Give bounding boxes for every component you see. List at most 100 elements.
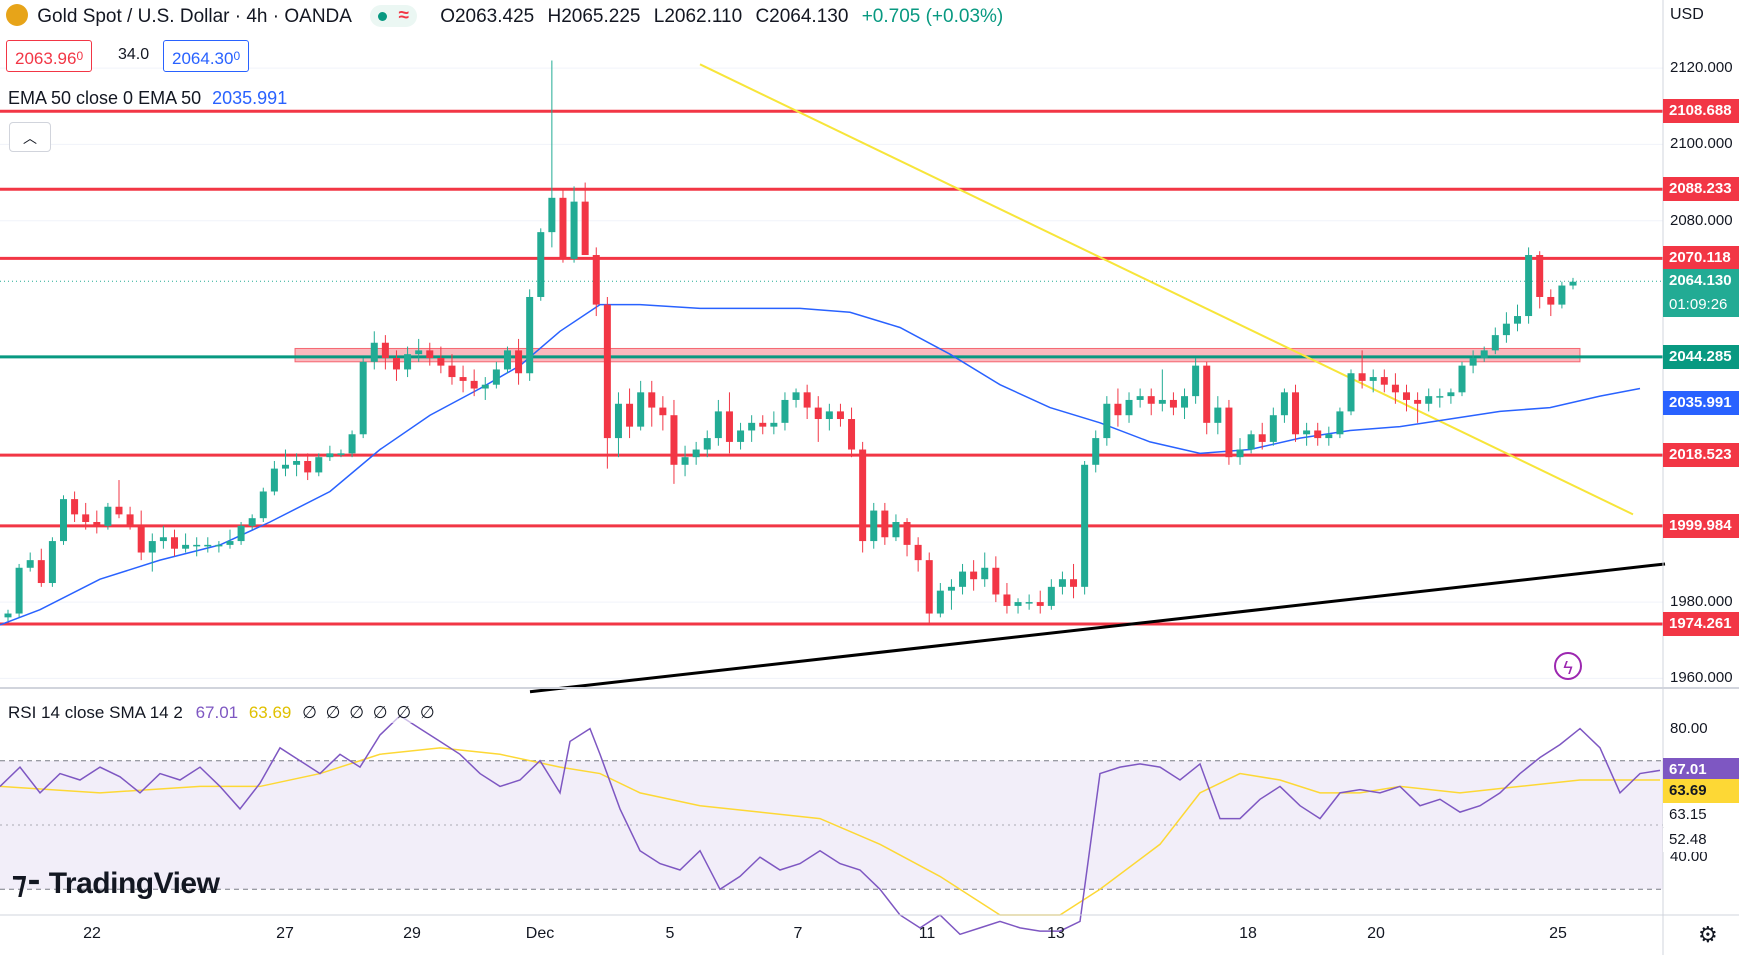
candle-body xyxy=(770,422,778,427)
candle-body xyxy=(1192,365,1200,397)
rsi-empty-1: ∅ xyxy=(302,703,317,722)
candle-body xyxy=(4,613,12,618)
rsi-legend[interactable]: RSI 14 close SMA 14 2 67.01 63.69 ∅ ∅ ∅ … xyxy=(8,703,435,723)
ema-price-tag[interactable]: 2035.991 xyxy=(1663,390,1739,415)
candle-body xyxy=(1225,407,1233,458)
bar-countdown-tag: 01:09:26 xyxy=(1663,293,1739,318)
candle-body xyxy=(1336,411,1344,435)
candle-body xyxy=(581,201,589,256)
ask-superscript: 0 xyxy=(233,49,241,63)
candle-body xyxy=(825,411,833,420)
delay-icon: ≈ xyxy=(398,5,409,26)
candle-body xyxy=(492,369,500,385)
candle-body xyxy=(1303,430,1311,435)
candle-body xyxy=(981,567,989,580)
candle-body xyxy=(892,522,900,538)
candle-body xyxy=(404,354,412,370)
candle-body xyxy=(359,361,367,435)
candle-body xyxy=(1236,449,1244,458)
candle-body xyxy=(1525,255,1533,317)
level-price-tag[interactable]: 2018.523 xyxy=(1663,443,1739,468)
level-price-tag[interactable]: 2088.233 xyxy=(1663,177,1739,202)
candle-body xyxy=(1558,285,1566,305)
candle-body xyxy=(1258,434,1266,442)
candle-body xyxy=(692,449,700,458)
candle-body xyxy=(537,232,545,297)
candle-body xyxy=(1480,350,1488,358)
ema-value: 2035.991 xyxy=(212,88,288,108)
candle-body xyxy=(1358,373,1366,381)
candle-body xyxy=(1447,392,1455,397)
rsi-value-tag: 63.69 xyxy=(1663,778,1739,803)
candle-body xyxy=(1047,586,1055,606)
last-price-tag[interactable]: 2064.130 xyxy=(1663,269,1739,294)
candle-body xyxy=(570,201,578,259)
candle-body xyxy=(1514,316,1522,324)
time-tick-label: 7 xyxy=(793,925,803,942)
ema-legend[interactable]: EMA 50 close 0 EMA 50 2035.991 xyxy=(8,88,288,109)
level-price-tag[interactable]: 1999.984 xyxy=(1663,513,1739,538)
rsi-value: 67.01 xyxy=(195,703,239,722)
candle-body xyxy=(1058,579,1066,587)
candle-body xyxy=(59,499,67,542)
candle-body xyxy=(281,464,289,469)
bid-superscript: 0 xyxy=(76,49,84,63)
candle-body xyxy=(970,571,978,580)
collapse-legend-button[interactable]: ︿ xyxy=(9,122,51,152)
candle-body xyxy=(725,411,733,442)
candle-body xyxy=(248,518,256,526)
candle-body xyxy=(925,560,933,614)
candle-body xyxy=(1169,399,1177,408)
level-price-tag[interactable]: 2070.118 xyxy=(1663,246,1739,271)
candle-body xyxy=(670,415,678,465)
level-price-tag[interactable]: 1974.261 xyxy=(1663,611,1739,636)
ohlc-low: L2062.110 xyxy=(653,6,743,27)
sell-button[interactable]: 2063.960 xyxy=(6,40,93,72)
candle-body xyxy=(947,586,955,591)
rsi-empty-5: ∅ xyxy=(396,703,412,722)
candle-body xyxy=(848,419,856,450)
candle-body xyxy=(714,411,722,439)
price-tick-label: 1960.000 xyxy=(1670,669,1733,687)
candle-body xyxy=(881,510,889,538)
candle-body xyxy=(626,403,634,427)
candle-body xyxy=(26,560,34,568)
candle-body xyxy=(1003,594,1011,606)
candle-body xyxy=(1280,392,1288,416)
time-tick-label: 5 xyxy=(665,925,675,942)
symbol-title[interactable]: Gold Spot / U.S. Dollar · 4h · OANDA xyxy=(37,6,351,27)
settings-gear-icon[interactable]: ⚙ xyxy=(1698,922,1718,947)
candle-body xyxy=(415,350,423,355)
candle-body xyxy=(1081,464,1089,587)
candle-body xyxy=(1070,579,1078,587)
candle-body xyxy=(614,403,622,439)
candle-body xyxy=(1425,396,1433,404)
candle-body xyxy=(592,255,600,305)
market-status-badge[interactable]: ≈ xyxy=(370,5,417,27)
candle-body xyxy=(459,377,467,381)
currency-label[interactable]: USD xyxy=(1670,6,1704,23)
candle-body xyxy=(1491,335,1499,351)
ohlc-high: H2065.225 xyxy=(547,6,641,27)
time-tick-label: Dec xyxy=(525,925,555,942)
candle-body xyxy=(503,350,511,370)
level-price-tag[interactable]: 2108.688 xyxy=(1663,99,1739,124)
candle-body xyxy=(37,560,45,584)
level-price-tag[interactable]: 2044.285 xyxy=(1663,344,1739,369)
rsi-empty-2: ∅ xyxy=(325,703,341,722)
candle-body xyxy=(182,544,190,549)
candle-body xyxy=(1203,365,1211,423)
candle-body xyxy=(914,544,922,561)
candle-body xyxy=(481,384,489,389)
candle-body xyxy=(15,567,23,614)
resistance-zone xyxy=(294,347,1581,363)
candle-body xyxy=(648,392,656,408)
buy-button[interactable]: 2064.300 xyxy=(163,40,250,72)
candle-body xyxy=(448,365,456,378)
chevron-up-icon: ︿ xyxy=(23,130,37,146)
candle-body xyxy=(548,197,556,233)
candle-body xyxy=(1125,399,1133,416)
ema50-line xyxy=(0,303,1641,626)
alert-bolt-icon[interactable]: ϟ xyxy=(1554,652,1582,680)
